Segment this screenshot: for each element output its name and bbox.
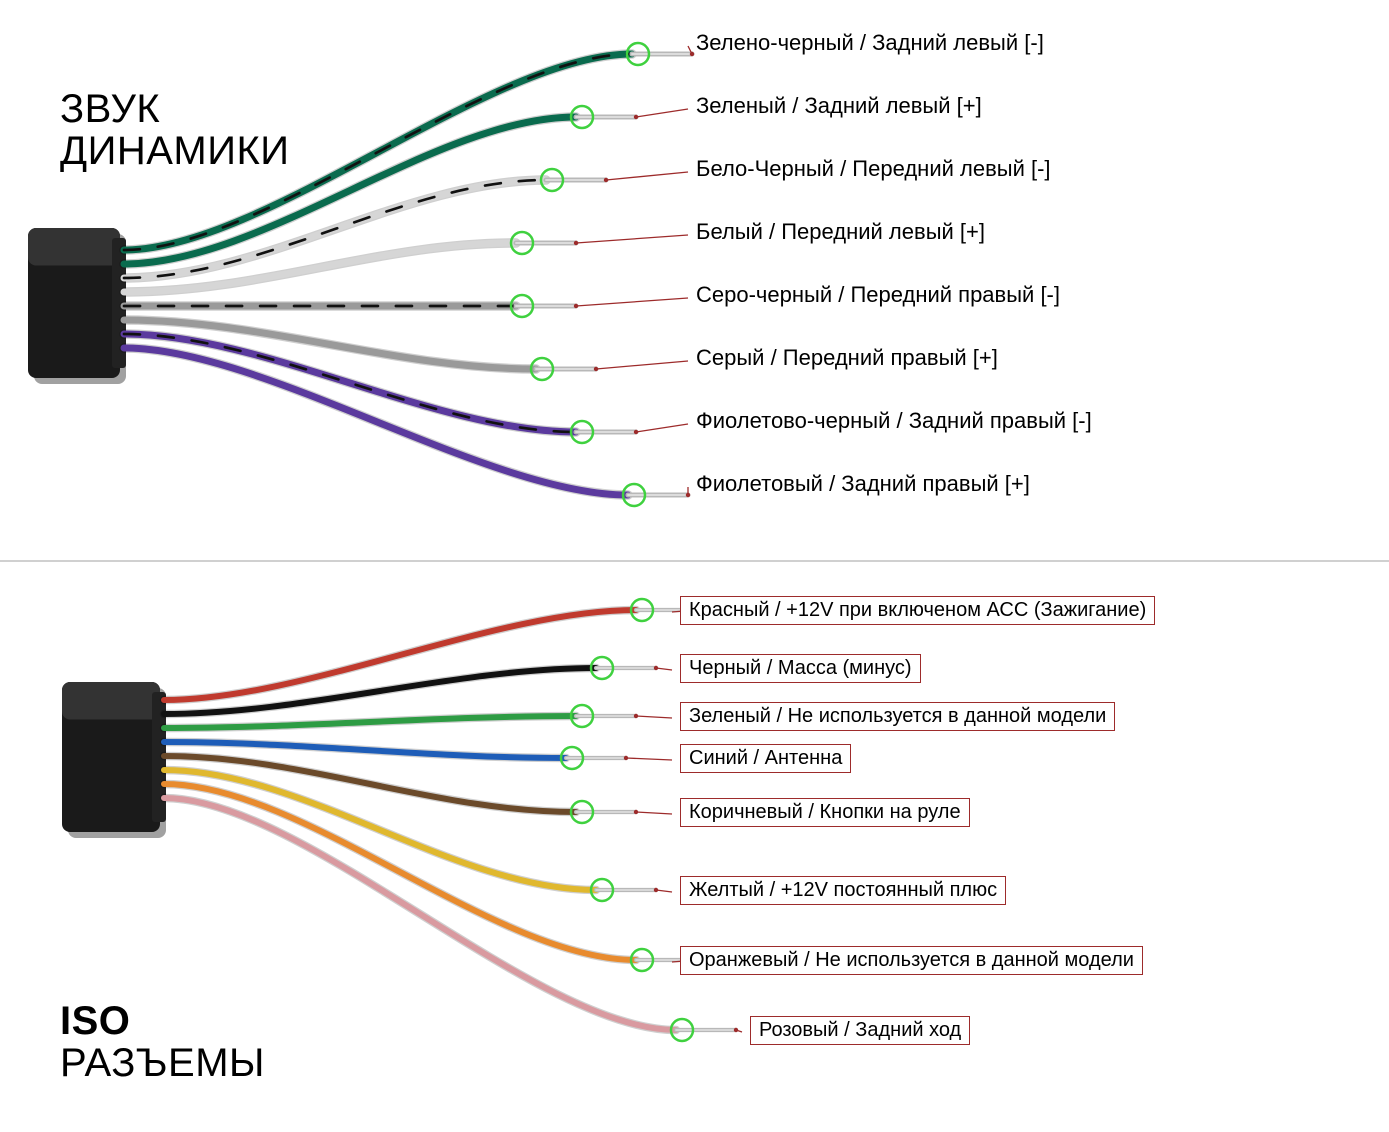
wire-label: Серо-черный / Передний правый [-] [696,282,1060,308]
bottom-title-line2: РАЗЪЕМЫ [60,1042,265,1084]
top-section-title: ЗВУК ДИНАМИКИ [60,88,290,172]
wire-label: Белый / Передний левый [+] [696,219,985,245]
wire-label: Бело-Черный / Передний левый [-] [696,156,1051,182]
bottom-section-title: ISO РАЗЪЕМЫ [60,1000,265,1084]
bottom-title-line1: ISO [60,1000,265,1042]
top-title-line1: ЗВУК [60,88,290,130]
wire-label: Оранжевый / Не используется в данной мод… [680,946,1143,975]
wire-label: Серый / Передний правый [+] [696,345,998,371]
wire-label: Синий / Антенна [680,744,851,773]
wire-label: Желтый / +12V постоянный плюс [680,876,1006,905]
wire-label: Фиолетово-черный / Задний правый [-] [696,408,1092,434]
wire-label: Черный / Масса (минус) [680,654,921,683]
wire-label: Зелено-черный / Задний левый [-] [696,30,1044,56]
wire-label: Розовый / Задний ход [750,1016,970,1045]
section-divider [0,560,1389,562]
wire-label: Красный / +12V при включеном АСС (Зажига… [680,596,1155,625]
top-title-line2: ДИНАМИКИ [60,130,290,172]
wire-label: Фиолетовый / Задний правый [+] [696,471,1030,497]
wire-label: Зеленый / Задний левый [+] [696,93,982,119]
wire-label: Зеленый / Не используется в данной модел… [680,702,1115,731]
wire-label: Коричневый / Кнопки на руле [680,798,970,827]
